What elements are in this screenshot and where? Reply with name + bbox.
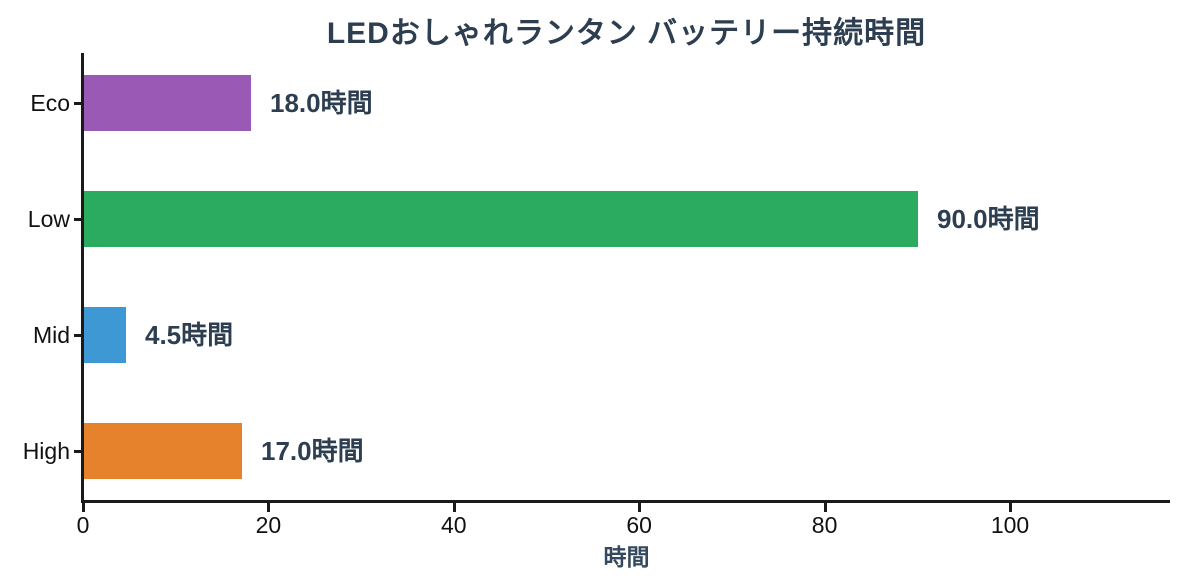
x-tick-mark — [82, 503, 85, 512]
x-tick-label: 80 — [811, 512, 838, 538]
y-tick-label-eco: Eco — [30, 90, 70, 116]
y-axis-line — [81, 53, 84, 503]
x-axis-line — [81, 500, 1170, 503]
y-tick-mark — [74, 334, 82, 337]
y-tick-mark — [74, 218, 82, 221]
bar-value-label: 4.5時間 — [145, 320, 234, 350]
y-tick-mark — [74, 102, 82, 105]
y-tick-label-low: Low — [27, 206, 70, 232]
x-tick-label: 40 — [441, 512, 467, 538]
bar-mid — [84, 307, 126, 363]
x-tick-label: 0 — [76, 512, 90, 538]
x-tick-mark — [638, 503, 642, 512]
x-tick-label: 100 — [990, 512, 1030, 538]
bar-low — [84, 191, 918, 247]
bar-high — [84, 423, 242, 479]
x-tick-label: 60 — [626, 512, 652, 538]
bar-eco — [84, 75, 251, 131]
x-tick-mark — [823, 503, 827, 512]
x-tick-mark — [1009, 503, 1012, 512]
y-tick-label-high: High — [22, 438, 70, 464]
x-tick-mark — [267, 503, 271, 512]
x-tick-label: 20 — [255, 512, 282, 538]
bar-value-label: 90.0時間 — [937, 204, 1040, 234]
x-axis-label: 時間 — [603, 544, 650, 570]
x-tick-mark — [452, 503, 456, 512]
bar-value-label: 18.0時間 — [270, 88, 373, 118]
y-tick-mark — [74, 450, 82, 453]
y-tick-label-mid: Mid — [32, 322, 70, 348]
bar-value-label: 17.0時間 — [261, 436, 364, 466]
chart-title: LEDおしゃれランタン バッテリー持続時間 — [326, 17, 927, 50]
